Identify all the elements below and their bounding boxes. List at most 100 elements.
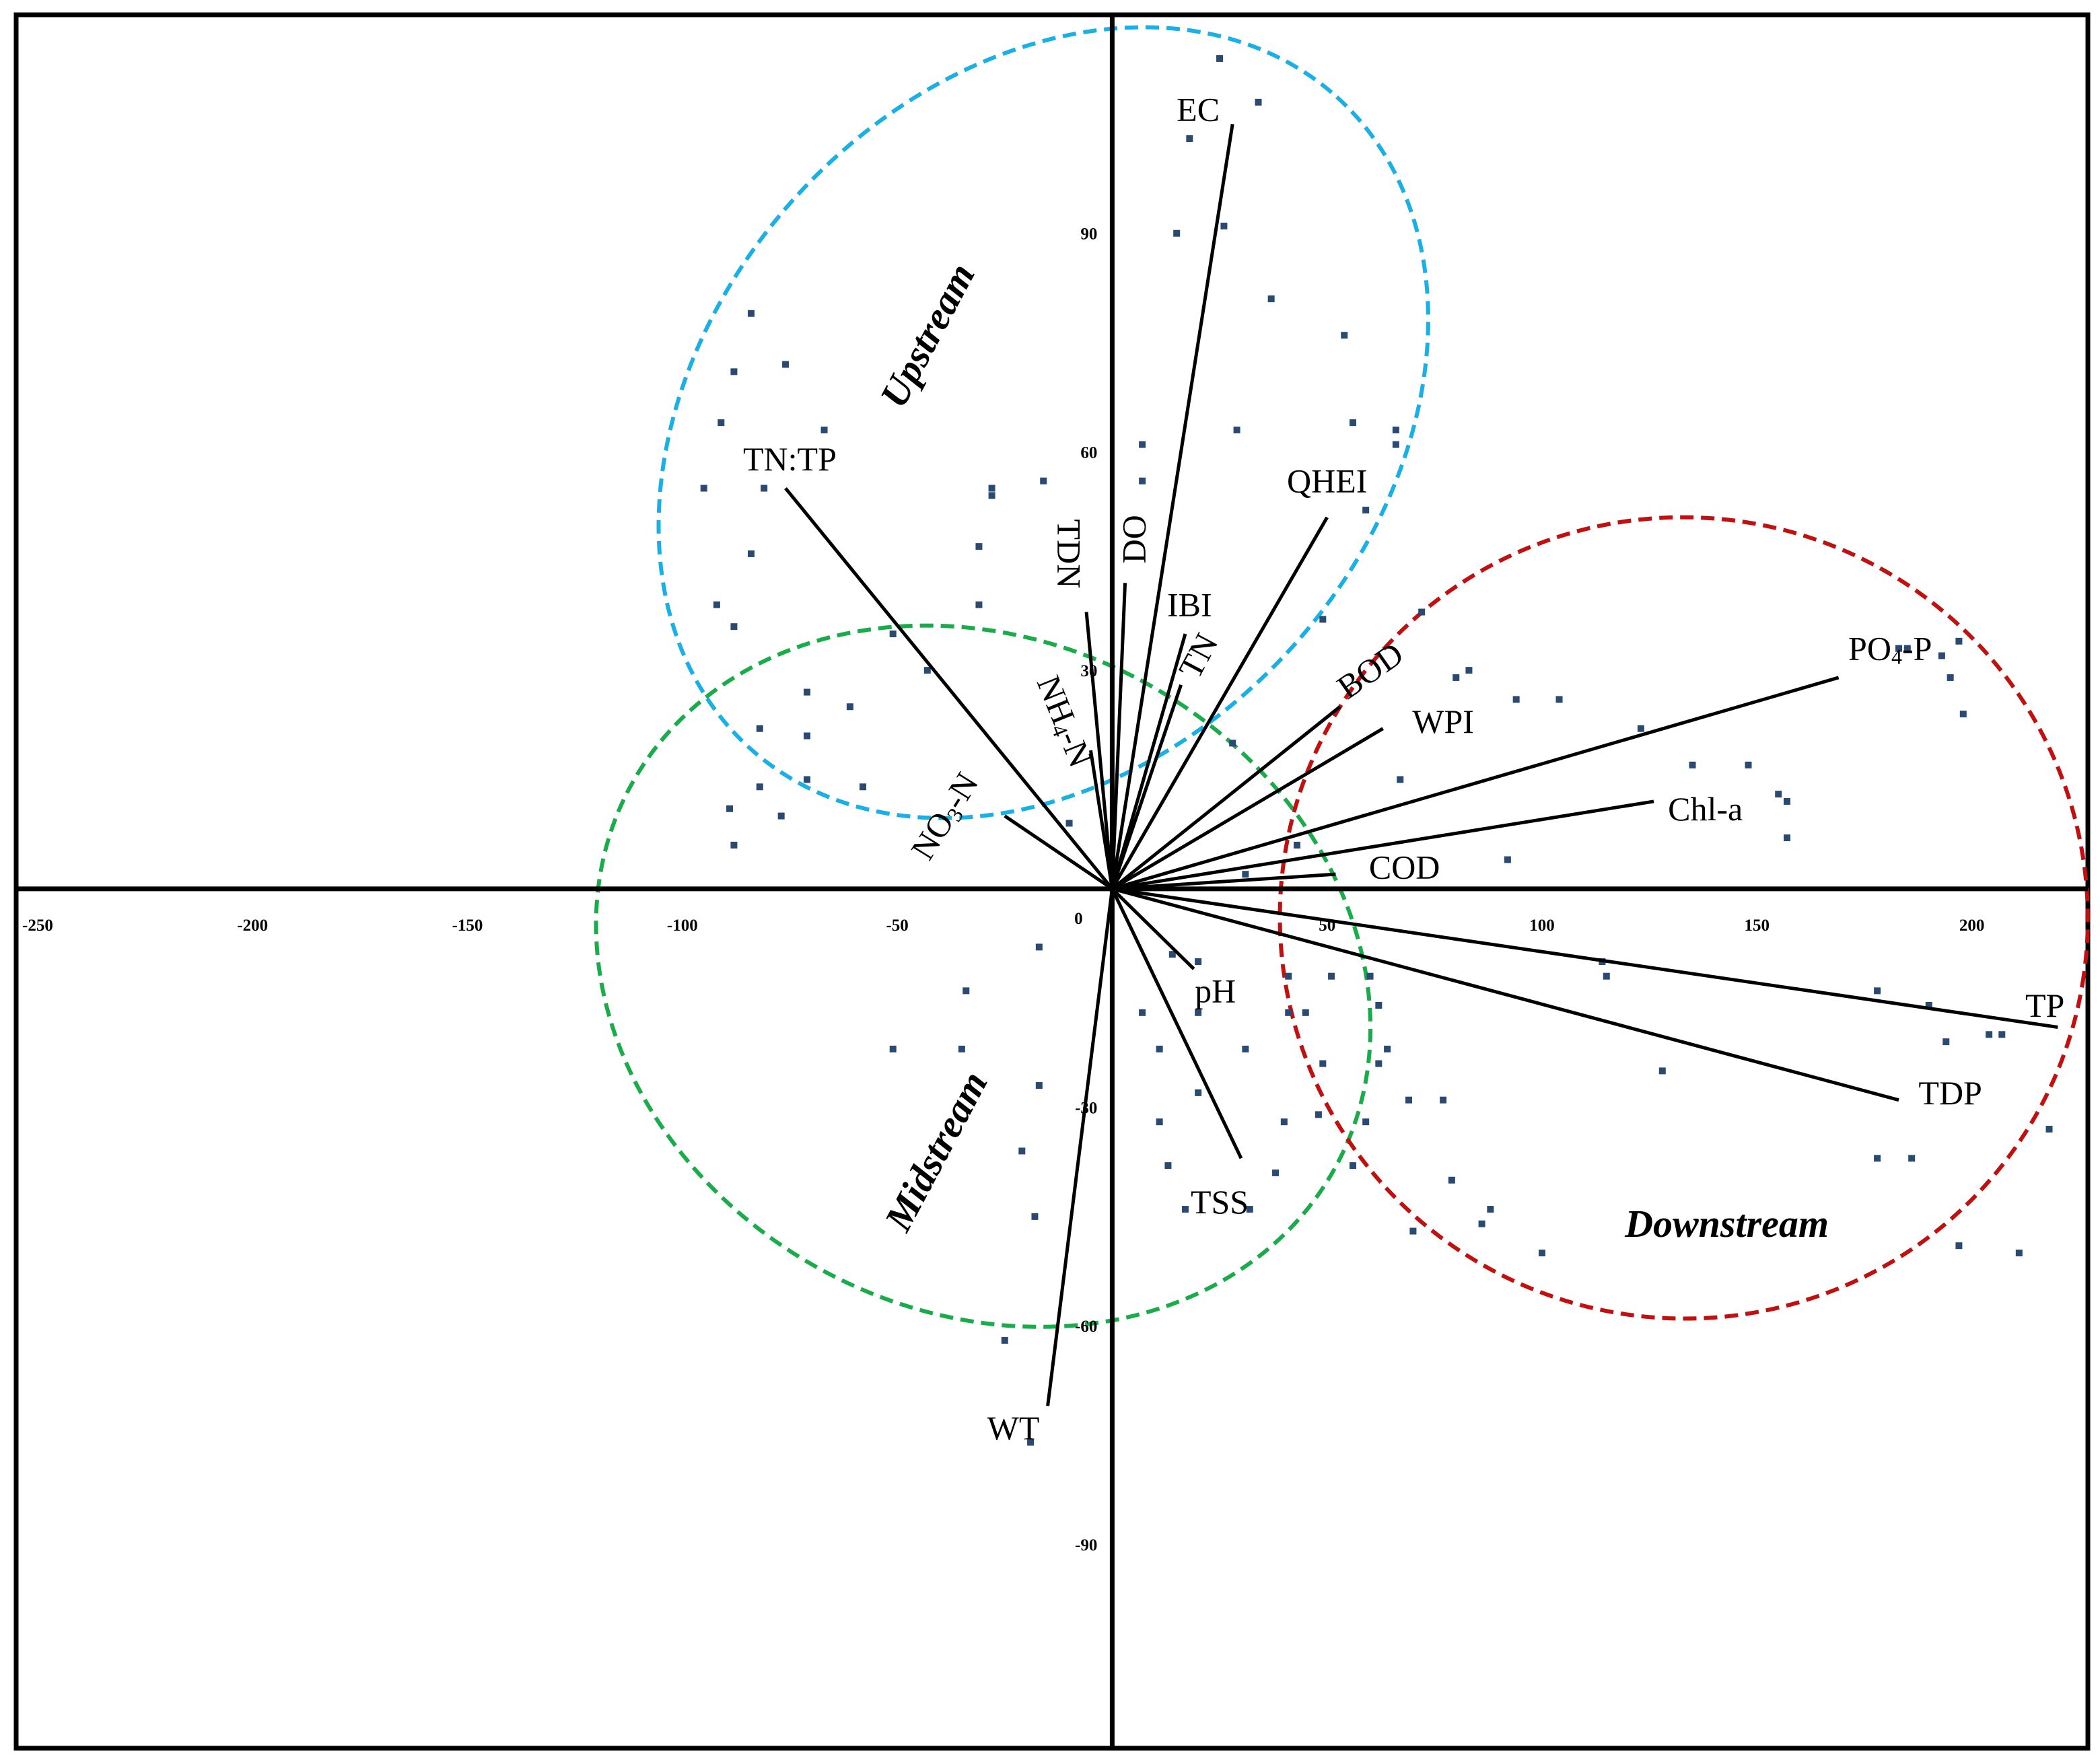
sample-point bbox=[1156, 1045, 1163, 1052]
x-tick-label: 150 bbox=[1745, 917, 1770, 935]
sample-point bbox=[782, 361, 790, 368]
sample-point bbox=[713, 601, 720, 608]
sample-point bbox=[1908, 1155, 1916, 1162]
sample-point bbox=[1895, 645, 1903, 652]
sample-point bbox=[747, 550, 755, 557]
sample-point bbox=[1504, 856, 1511, 863]
sample-point bbox=[1405, 1096, 1413, 1104]
sample-point bbox=[1392, 441, 1399, 448]
sample-point bbox=[1366, 972, 1374, 980]
sample-point bbox=[1637, 725, 1644, 732]
zone-label-downstream: Downstream bbox=[1624, 1202, 1829, 1246]
sample-point bbox=[988, 492, 995, 499]
sample-point bbox=[1065, 820, 1073, 827]
sample-point bbox=[1216, 55, 1224, 62]
sample-point bbox=[1195, 1089, 1202, 1096]
sample-point bbox=[1745, 761, 1752, 768]
x-tick-label: -100 bbox=[667, 917, 698, 935]
sample-point bbox=[1397, 776, 1404, 783]
sample-point bbox=[1156, 1118, 1163, 1126]
sample-point bbox=[1986, 1031, 1993, 1038]
sample-point bbox=[1018, 1147, 1026, 1155]
vector-layer bbox=[784, 123, 2058, 1406]
vector-label-do: DO bbox=[1115, 515, 1152, 563]
sample-point bbox=[726, 805, 734, 812]
sample-point bbox=[1783, 797, 1790, 805]
sample-point bbox=[2015, 1250, 2023, 1256]
sample-point bbox=[1874, 987, 1881, 995]
sample-point bbox=[1285, 1009, 1292, 1016]
sample-point bbox=[1195, 1009, 1202, 1016]
sample-point bbox=[1233, 426, 1240, 433]
sample-point bbox=[1465, 667, 1473, 674]
vector-label-tdn: TDN bbox=[1051, 519, 1088, 589]
sample-point bbox=[1350, 419, 1357, 427]
sample-point bbox=[1512, 696, 1520, 703]
sample-point bbox=[975, 601, 983, 608]
y-tick-label: 30 bbox=[1080, 662, 1097, 680]
sample-point bbox=[1242, 871, 1249, 878]
vector-label-wpi: WPI bbox=[1412, 703, 1474, 740]
sample-point bbox=[1229, 740, 1236, 747]
vector-label-tn-tp: TN:TP bbox=[743, 440, 837, 478]
sample-point bbox=[1658, 1067, 1666, 1075]
vector-label-tp: TP bbox=[2025, 986, 2064, 1024]
vector-nh4-n bbox=[1089, 750, 1114, 890]
sample-point bbox=[730, 841, 738, 849]
sample-point bbox=[1181, 1206, 1189, 1213]
sample-point bbox=[1272, 1169, 1280, 1176]
vector-qhei bbox=[1111, 516, 1329, 890]
sample-point bbox=[975, 543, 983, 550]
sample-point bbox=[1195, 958, 1202, 966]
y-tick-label: -30 bbox=[1075, 1100, 1097, 1118]
sample-point bbox=[1315, 1111, 1322, 1118]
vector-label-ibi: IBI bbox=[1167, 586, 1212, 624]
sample-point bbox=[1255, 98, 1262, 106]
sample-point bbox=[988, 484, 995, 492]
sample-point bbox=[963, 987, 970, 995]
sample-point bbox=[1362, 1118, 1370, 1126]
sample-point bbox=[804, 732, 811, 740]
vector-tn bbox=[1111, 684, 1183, 890]
sample-point bbox=[1139, 477, 1146, 484]
vector-no3-n bbox=[1004, 814, 1113, 890]
sample-point bbox=[1874, 1155, 1881, 1162]
sample-point bbox=[730, 368, 738, 375]
y-tick-label: -90 bbox=[1075, 1536, 1097, 1554]
sample-point bbox=[1168, 951, 1176, 958]
zone-ellipse-midstream bbox=[594, 623, 1373, 1329]
sample-point bbox=[718, 419, 725, 427]
sample-point bbox=[1943, 1038, 1950, 1046]
sample-point bbox=[846, 703, 853, 711]
vector-label-po4-p: PO4-P bbox=[1848, 630, 1932, 669]
vector-tn-tp bbox=[784, 487, 1114, 890]
sample-point bbox=[1040, 477, 1047, 484]
plot-frame bbox=[13, 12, 2091, 1751]
sample-point bbox=[860, 783, 867, 791]
vector-po4-p bbox=[1111, 676, 1840, 891]
vector-label-ec: EC bbox=[1177, 91, 1220, 129]
sample-point bbox=[804, 688, 811, 696]
sample-point bbox=[1001, 1336, 1008, 1344]
vector-tss bbox=[1111, 888, 1243, 1159]
vector-tdp bbox=[1111, 887, 1899, 1102]
sample-point bbox=[1328, 972, 1335, 980]
sample-point bbox=[958, 1045, 965, 1052]
sample-point bbox=[1487, 1206, 1494, 1213]
vector-label-qhei: QHEI bbox=[1287, 462, 1367, 500]
sample-point bbox=[1478, 1220, 1485, 1227]
sample-point bbox=[820, 426, 828, 433]
vector-label-ph: pH bbox=[1195, 972, 1236, 1009]
sample-point bbox=[1392, 426, 1399, 433]
sample-point bbox=[1139, 441, 1146, 448]
sample-point bbox=[1384, 1045, 1391, 1052]
sample-point bbox=[1959, 711, 1967, 718]
sample-point bbox=[777, 812, 785, 820]
sample-point bbox=[1350, 1162, 1357, 1170]
sample-point bbox=[804, 776, 811, 783]
sample-point bbox=[1302, 1009, 1309, 1016]
sample-point bbox=[1938, 652, 1945, 659]
sample-point bbox=[1285, 972, 1292, 980]
sample-point bbox=[1362, 507, 1370, 513]
sample-point bbox=[1418, 608, 1426, 616]
